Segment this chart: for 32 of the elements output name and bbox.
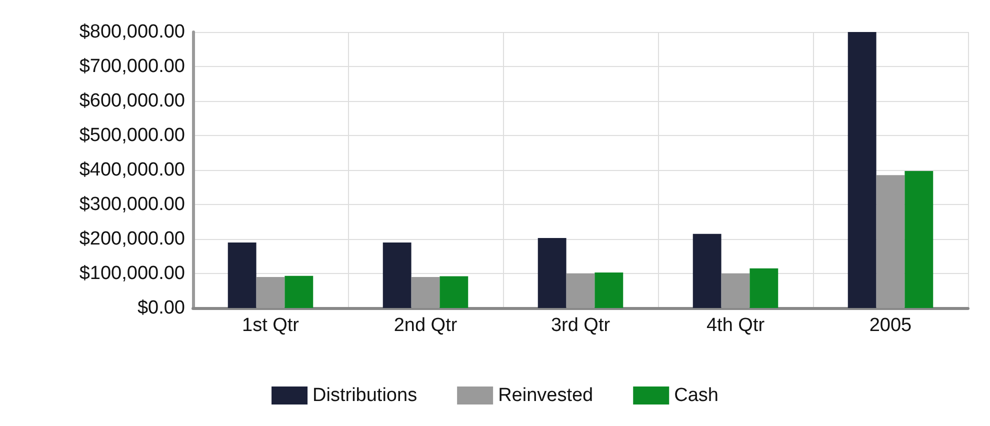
x-tick-label: 2005 bbox=[869, 315, 912, 336]
y-tick-label: $800,000.00 bbox=[79, 22, 185, 42]
legend-label: Distributions bbox=[312, 385, 418, 406]
y-tick-label: $300,000.00 bbox=[79, 194, 185, 215]
bar bbox=[284, 276, 314, 308]
bar bbox=[382, 242, 412, 308]
x-tick-label: 1st Qtr bbox=[242, 315, 300, 336]
bar bbox=[538, 238, 566, 308]
x-tick-label: 2nd Qtr bbox=[394, 315, 458, 336]
legend-label: Cash bbox=[674, 385, 718, 406]
legend-label: Reinvested bbox=[498, 385, 594, 406]
bar bbox=[721, 274, 750, 308]
bar bbox=[594, 272, 624, 308]
x-tick-label: 4th Qtr bbox=[706, 315, 766, 336]
y-tick-label: $200,000.00 bbox=[79, 228, 185, 250]
y-tick-label: $100,000.00 bbox=[79, 263, 185, 284]
bar bbox=[692, 234, 722, 308]
bar bbox=[848, 32, 876, 308]
bar bbox=[904, 171, 934, 308]
bar bbox=[876, 175, 905, 308]
bar bbox=[256, 276, 285, 308]
bar bbox=[440, 276, 468, 308]
bar bbox=[566, 274, 595, 308]
bar bbox=[228, 242, 256, 308]
bar bbox=[411, 276, 440, 308]
y-tick-label: $700,000.00 bbox=[79, 56, 185, 77]
y-tick-label: $400,000.00 bbox=[79, 160, 185, 180]
y-tick-label: $600,000.00 bbox=[79, 90, 185, 112]
x-tick-label: 3rd Qtr bbox=[550, 315, 611, 336]
bar bbox=[750, 268, 778, 308]
y-tick-label: $500,000.00 bbox=[79, 125, 185, 146]
y-tick-label: $0.00 bbox=[137, 298, 185, 318]
